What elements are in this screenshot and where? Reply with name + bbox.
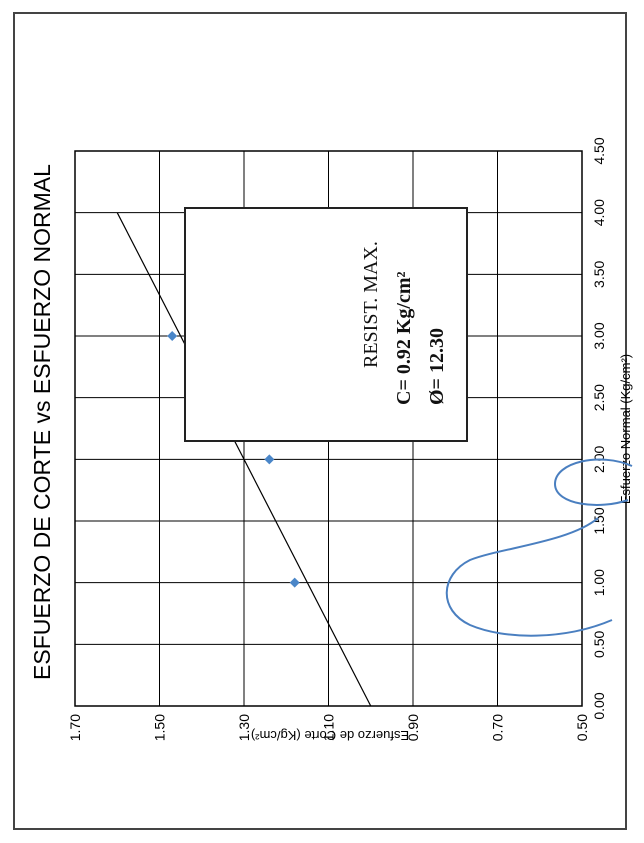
x-axis-ticks: 0.000.501.001.502.002.503.003.504.004.50 (591, 137, 607, 719)
y-tick-label: 0.50 (574, 714, 590, 741)
annotation-line-3: Ø= 12.30 (426, 328, 448, 405)
x-tick-label: 2.50 (591, 384, 607, 411)
annotation-line-2: C= 0.92 Kg/cm² (393, 272, 415, 406)
y-tick-label: 0.90 (405, 714, 421, 741)
chart-title: ESFUERZO DE CORTE vs ESFUERZO NORMAL (29, 164, 55, 680)
y-axis-label: Esfuerzo de Corte (Kg/cm²) (251, 728, 409, 743)
x-tick-label: 4.00 (591, 199, 607, 226)
y-tick-label: 1.70 (67, 714, 83, 741)
y-tick-label: 1.50 (152, 714, 168, 741)
x-tick-label: 3.00 (591, 322, 607, 349)
x-tick-label: 1.50 (591, 507, 607, 534)
y-axis-ticks: 0.50 0.70 0.90 1.10 1.30 1.50 1.70 (67, 714, 590, 741)
data-point (264, 454, 275, 465)
x-tick-label: 0.00 (591, 692, 607, 719)
y-tick-label: 1.10 (321, 714, 337, 741)
trendline (116, 212, 372, 707)
data-point (289, 577, 300, 588)
x-tick-label: 1.00 (591, 569, 607, 596)
data-point (167, 331, 178, 341)
annotation-box: RESIST. MAX. C= 0.92 Kg/cm² Ø= 12.30 (184, 207, 468, 442)
y-tick-label: 0.70 (490, 714, 506, 741)
handwritten-scribble (445, 517, 613, 637)
chart-frame (13, 12, 627, 830)
x-axis-label: Esfuerzo Normal (Kg/cm²) (618, 354, 633, 504)
annotation-frame (184, 207, 468, 442)
x-tick-label: 0.50 (591, 630, 607, 657)
annotation-line-1: RESIST. MAX. (360, 241, 382, 368)
y-tick-label: 1.30 (236, 714, 252, 741)
x-tick-label: 3.50 (591, 260, 607, 287)
x-tick-label: 4.50 (591, 137, 607, 164)
handwritten-scribble (553, 458, 633, 506)
